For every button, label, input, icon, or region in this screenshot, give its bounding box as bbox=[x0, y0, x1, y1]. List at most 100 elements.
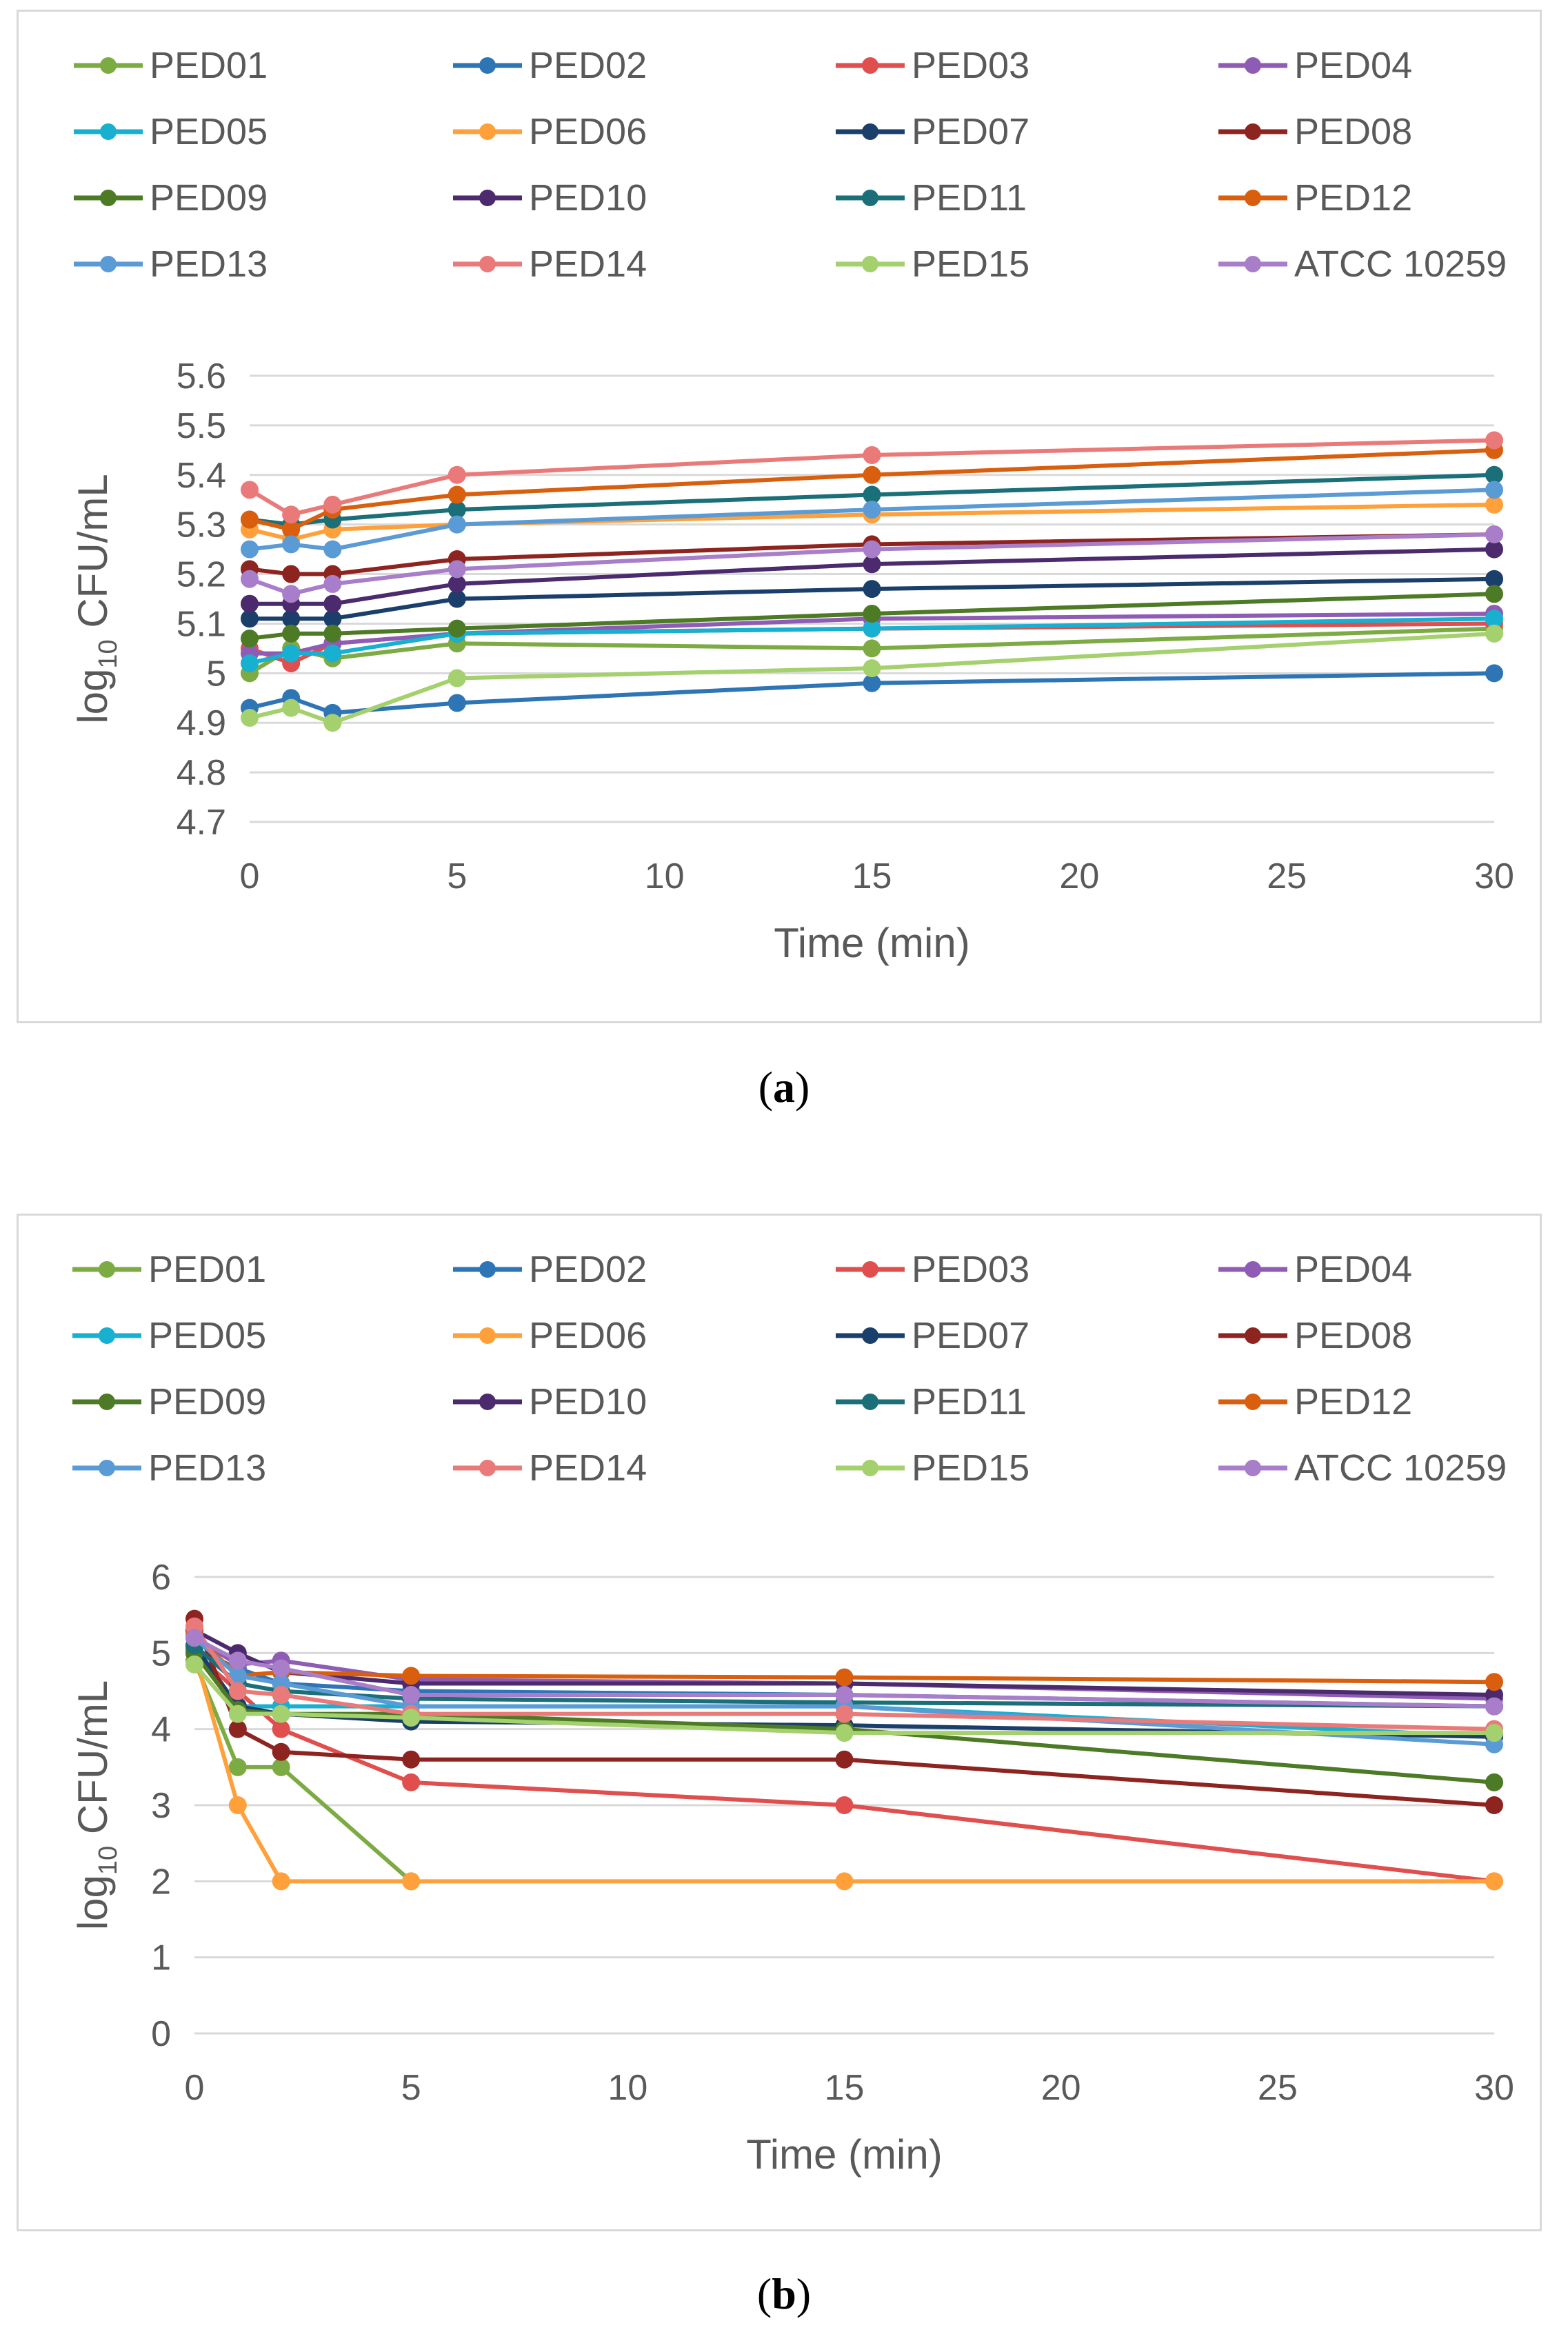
legend-swatch-marker bbox=[862, 190, 878, 206]
legend-swatch-marker bbox=[479, 1261, 496, 1278]
legend-item: PED03 bbox=[836, 45, 1029, 86]
data-point bbox=[863, 639, 881, 658]
legend-label: PED11 bbox=[912, 177, 1027, 219]
data-point bbox=[1485, 1796, 1503, 1814]
legend-swatch-marker bbox=[479, 1327, 496, 1344]
data-point bbox=[1485, 1773, 1503, 1791]
plot-area bbox=[241, 431, 1503, 732]
legend-swatch-marker bbox=[99, 1261, 115, 1278]
y-tick-label: 5.3 bbox=[177, 505, 226, 545]
legend-swatch-marker bbox=[1245, 1394, 1261, 1410]
legend-label: PED04 bbox=[1294, 45, 1412, 86]
legend-label: PED12 bbox=[1294, 1381, 1412, 1423]
data-point bbox=[241, 570, 259, 588]
data-point bbox=[835, 1750, 854, 1769]
data-point bbox=[835, 1724, 854, 1742]
y-tick-label: 4.9 bbox=[177, 703, 226, 743]
data-point bbox=[282, 565, 301, 583]
data-point bbox=[863, 619, 881, 638]
data-point bbox=[282, 644, 301, 663]
legend-swatch-marker bbox=[100, 57, 117, 74]
legend: PED01 PED02 PED03 PED04 PED05 PED06 PED07 PED08… bbox=[72, 1249, 1507, 1489]
data-point bbox=[1485, 465, 1503, 484]
legend-label: PED07 bbox=[912, 1315, 1029, 1356]
series-line bbox=[192, 1660, 413, 1883]
legend-label: PED11 bbox=[912, 1381, 1027, 1423]
data-point bbox=[282, 520, 301, 539]
y-axis-label: log10 CFU/mL bbox=[70, 474, 123, 723]
legend-item: PED04 bbox=[1218, 45, 1412, 86]
legend-item: PED05 bbox=[72, 1315, 266, 1356]
y-tick-label: 5.6 bbox=[177, 356, 226, 396]
legend-item: PED10 bbox=[453, 177, 647, 219]
data-point bbox=[1485, 431, 1503, 450]
legend-item: PED09 bbox=[74, 177, 268, 219]
legend-label: PED14 bbox=[529, 243, 647, 285]
data-point bbox=[448, 515, 466, 534]
data-point bbox=[323, 714, 342, 732]
series-line bbox=[192, 1652, 1494, 1884]
data-point bbox=[448, 574, 466, 593]
legend-item: PED12 bbox=[1218, 177, 1412, 219]
data-point bbox=[228, 1682, 247, 1700]
data-point bbox=[323, 644, 342, 663]
data-point bbox=[863, 501, 881, 519]
data-point bbox=[241, 630, 259, 648]
legend-label: PED09 bbox=[148, 1381, 266, 1423]
y-tick-label: 5.2 bbox=[177, 555, 226, 595]
chart-panel-a: PED01 PED02 PED03 PED04 PED05 PED06 PED07 PED08… bbox=[17, 10, 1542, 1023]
legend-item: PED10 bbox=[453, 1381, 647, 1423]
series bbox=[241, 570, 1503, 628]
data-point bbox=[323, 540, 342, 559]
y-tick-label: 4 bbox=[151, 1710, 171, 1750]
legend-swatch-marker bbox=[1245, 1327, 1261, 1344]
x-tick-label: 15 bbox=[852, 856, 892, 896]
data-point bbox=[1485, 664, 1503, 683]
data-point bbox=[448, 619, 466, 638]
y-tick-label: 6 bbox=[151, 1558, 171, 1598]
series bbox=[185, 1655, 1503, 1742]
legend-item: PED06 bbox=[453, 1315, 647, 1356]
legend-label: PED04 bbox=[1294, 1249, 1412, 1290]
legend-item: PED14 bbox=[453, 1447, 647, 1489]
legend-item: PED02 bbox=[453, 1249, 647, 1290]
series bbox=[241, 624, 1503, 732]
legend-label: PED08 bbox=[1294, 1315, 1412, 1356]
data-point bbox=[228, 1705, 247, 1723]
legend-label: PED13 bbox=[150, 243, 268, 285]
legend-label: PED06 bbox=[529, 1315, 647, 1356]
data-point bbox=[228, 1758, 247, 1776]
legend-label: PED12 bbox=[1294, 177, 1412, 219]
legend-swatch-marker bbox=[862, 1261, 878, 1278]
x-tick-label: 30 bbox=[1474, 2068, 1514, 2108]
legend-swatch-marker bbox=[1245, 123, 1261, 140]
data-point bbox=[1485, 624, 1503, 643]
legend-label: PED05 bbox=[148, 1315, 266, 1356]
series bbox=[185, 1629, 1503, 1716]
data-point bbox=[448, 590, 466, 608]
legend-swatch-marker bbox=[100, 190, 117, 206]
data-point bbox=[282, 535, 301, 554]
legend-item: PED07 bbox=[836, 111, 1029, 152]
y-tick-label: 4.7 bbox=[177, 803, 226, 843]
legend-label: PED08 bbox=[1294, 111, 1412, 152]
data-point bbox=[1485, 585, 1503, 603]
legend-item: PED02 bbox=[453, 45, 647, 86]
legend-label: PED09 bbox=[150, 177, 268, 219]
data-point bbox=[282, 610, 301, 628]
plot-area bbox=[185, 1609, 1503, 1891]
data-point bbox=[228, 1796, 247, 1814]
data-point bbox=[863, 485, 881, 504]
data-point bbox=[282, 698, 301, 717]
data-point bbox=[448, 560, 466, 579]
data-point bbox=[272, 1659, 290, 1678]
y-tick-label: 5 bbox=[206, 654, 226, 694]
y-tick-label: 5.5 bbox=[177, 406, 226, 446]
data-point bbox=[448, 669, 466, 687]
data-point bbox=[272, 1872, 290, 1891]
legend-item: PED13 bbox=[72, 1447, 266, 1489]
data-point bbox=[323, 610, 342, 628]
data-point bbox=[1485, 1697, 1503, 1716]
legend-swatch-marker bbox=[862, 256, 878, 272]
legend-label: PED03 bbox=[912, 45, 1029, 86]
